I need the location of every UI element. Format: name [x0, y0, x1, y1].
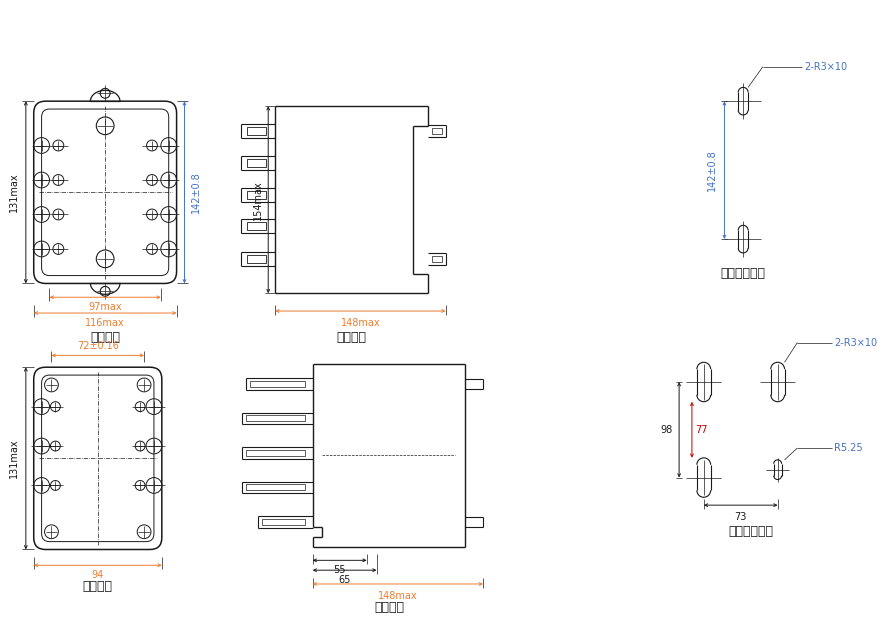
- Text: 131max: 131max: [9, 173, 19, 212]
- Text: 板前接线: 板前接线: [90, 331, 120, 344]
- Text: 131max: 131max: [9, 438, 19, 478]
- Text: 板后接线: 板后接线: [83, 580, 113, 593]
- Text: 94: 94: [92, 570, 104, 580]
- Bar: [246, 222, 267, 230]
- Text: 154max: 154max: [253, 180, 263, 220]
- Text: 55: 55: [333, 565, 346, 575]
- Text: 116max: 116max: [85, 318, 125, 328]
- Text: 板前接线开孔: 板前接线开孔: [721, 267, 765, 280]
- Text: 77: 77: [695, 425, 708, 435]
- Text: 65: 65: [339, 575, 351, 585]
- Bar: [246, 255, 267, 263]
- Text: 板后接线: 板后接线: [374, 601, 404, 614]
- Text: 97max: 97max: [88, 302, 122, 312]
- Text: 2-R3×10: 2-R3×10: [805, 62, 847, 72]
- Bar: [245, 416, 305, 421]
- Bar: [246, 191, 267, 198]
- Bar: [250, 381, 305, 387]
- Text: 板前接线: 板前接线: [337, 331, 366, 344]
- Bar: [246, 127, 267, 134]
- Bar: [262, 519, 305, 525]
- Text: 142±0.8: 142±0.8: [707, 149, 717, 191]
- Text: 73: 73: [734, 512, 747, 522]
- Text: 142±0.8: 142±0.8: [191, 171, 201, 213]
- Text: 148max: 148max: [378, 591, 418, 601]
- Text: 148max: 148max: [340, 318, 380, 328]
- Text: 72±0.16: 72±0.16: [76, 340, 119, 350]
- Bar: [245, 450, 305, 456]
- Bar: [246, 160, 267, 167]
- Bar: [245, 484, 305, 490]
- Text: 2-R3×10: 2-R3×10: [834, 338, 877, 347]
- Bar: [432, 127, 442, 134]
- Text: R5.25: R5.25: [834, 443, 862, 453]
- Text: 板后接线开孔: 板后接线开孔: [728, 525, 773, 538]
- Bar: [432, 256, 442, 262]
- Text: 98: 98: [661, 425, 672, 435]
